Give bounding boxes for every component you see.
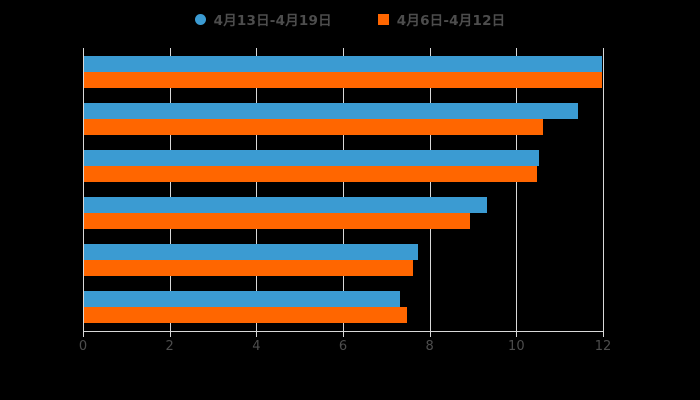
y-axis-line <box>83 48 84 332</box>
x-axis-tick-mark <box>169 332 171 337</box>
x-axis-tick-label: 6 <box>338 339 348 354</box>
bar[interactable] <box>84 165 537 182</box>
bar[interactable] <box>84 149 539 166</box>
chart-legend: 4月13日-4月19日 4月6日-4月12日 <box>0 6 700 32</box>
bar[interactable] <box>84 197 487 214</box>
legend-label: 4月6日-4月12日 <box>396 13 506 29</box>
bar[interactable] <box>84 260 414 277</box>
x-axis-tick-mark <box>429 332 431 337</box>
x-axis-tick-label: 4 <box>252 339 261 354</box>
x-axis-tick-label: 8 <box>425 339 434 354</box>
bar[interactable] <box>84 102 578 119</box>
gridline <box>169 48 171 332</box>
bar[interactable] <box>84 307 407 324</box>
legend-entry[interactable]: 4月13日-4月19日 <box>194 9 332 29</box>
x-axis-tick-mark <box>603 332 604 337</box>
legend-entry[interactable]: 4月6日-4月12日 <box>377 9 506 29</box>
gridline <box>429 48 431 332</box>
gridline <box>256 48 258 332</box>
bar[interactable] <box>84 244 418 261</box>
plot-right-border <box>603 48 604 332</box>
x-axis-tick-label: 10 <box>508 339 525 354</box>
x-axis-tick-label: 12 <box>594 339 612 354</box>
bar[interactable] <box>84 55 602 72</box>
circle-marker-icon <box>194 13 206 25</box>
bar[interactable] <box>84 213 470 230</box>
bar[interactable] <box>84 71 602 88</box>
x-axis-tick-mark <box>83 332 84 337</box>
x-axis-tick-mark <box>256 332 258 337</box>
x-axis-tick-label: 2 <box>165 339 174 354</box>
x-axis-tick-mark <box>343 332 344 337</box>
gridline <box>516 48 518 332</box>
x-axis-tick-mark <box>516 332 518 337</box>
x-axis-tick-label: 0 <box>78 339 88 354</box>
square-marker-icon <box>377 13 389 25</box>
bar[interactable] <box>84 118 544 135</box>
gridline <box>343 48 344 332</box>
bar[interactable] <box>84 291 401 308</box>
legend-label: 4月13日-4月19日 <box>213 13 332 29</box>
